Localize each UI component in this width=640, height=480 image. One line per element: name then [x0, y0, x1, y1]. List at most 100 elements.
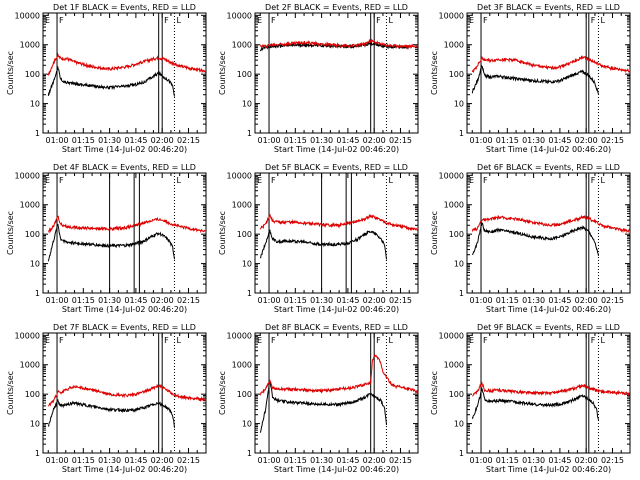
y-tick-label: 1000	[20, 201, 40, 210]
x-axis-label: Start Time (14-Jul-02 00:46:20)	[274, 145, 399, 154]
y-tick-label: 10000	[439, 331, 464, 340]
marker-label-e: E	[469, 336, 474, 345]
x-tick-label: 01:00	[45, 456, 68, 465]
y-tick-label: 1	[459, 129, 464, 138]
x-tick-label: 01:45	[124, 136, 147, 145]
x-tick-label: 01:30	[522, 136, 545, 145]
marker-label-f: F	[483, 176, 488, 185]
x-tick-label: 01:00	[469, 456, 492, 465]
y-axis-label: Counts/sec	[218, 51, 227, 95]
x-tick-label: 02:00	[363, 296, 386, 305]
events-series-line	[259, 229, 387, 260]
y-tick-label: 100	[237, 390, 252, 399]
x-tick-label: 01:30	[522, 456, 545, 465]
panel-title: Det 5F BLACK = Events, RED = LLD	[265, 163, 408, 172]
plot-area	[47, 52, 206, 97]
y-tick-label: 1000	[232, 41, 252, 50]
x-axis-label: Start Time (14-Jul-02 00:46:20)	[62, 305, 187, 314]
marker-label-f: F	[483, 16, 488, 25]
x-tick-label: 01:45	[548, 136, 571, 145]
y-tick-label: 1	[35, 449, 40, 458]
lld-series-line	[471, 55, 630, 74]
y-tick-label: 10000	[227, 331, 252, 340]
x-tick-label: 02:00	[151, 136, 174, 145]
x-tick-label: 01:00	[257, 296, 280, 305]
x-tick-label: 01:30	[98, 456, 121, 465]
marker-label-e: E	[45, 336, 50, 345]
x-tick-label: 01:15	[496, 136, 519, 145]
panel-det3f: Det 3F BLACK = Events, RED = LLD 1 10 100 10…	[430, 3, 631, 154]
events-series-line	[471, 64, 599, 95]
y-tick-label: 100	[25, 70, 40, 79]
y-tick-label: 10	[30, 100, 40, 109]
plot-frame	[254, 332, 419, 454]
y-tick-label: 100	[25, 390, 40, 399]
x-tick-label: 01:15	[284, 296, 307, 305]
marker-label-e: E	[469, 16, 474, 25]
y-tick-label: 1	[247, 449, 252, 458]
plot-frame	[42, 172, 207, 294]
panel-det5f: Det 5F BLACK = Events, RED = LLD 1 10 100 10…	[218, 163, 419, 314]
y-tick-label: 10	[454, 260, 464, 269]
plot-area	[471, 214, 630, 256]
x-tick-label: 01:45	[124, 296, 147, 305]
events-series-line	[259, 380, 387, 433]
x-tick-label: 01:15	[72, 136, 95, 145]
x-tick-label: 02:00	[575, 296, 598, 305]
events-series-line	[471, 387, 599, 421]
y-tick-label: 10	[454, 420, 464, 429]
y-axis-label: Counts/sec	[218, 211, 227, 255]
marker-label-e: E	[257, 16, 262, 25]
y-tick-label: 10000	[227, 11, 252, 20]
y-tick-label: 10	[242, 420, 252, 429]
panel-title: Det 6F BLACK = Events, RED = LLD	[477, 163, 620, 172]
marker-label-f: F	[376, 336, 381, 345]
x-axis-label: Start Time (14-Jul-02 00:46:20)	[62, 145, 187, 154]
panel-det9f: Det 9F BLACK = Events, RED = LLD 1 10 100 10…	[430, 323, 631, 474]
x-tick-label: 02:15	[389, 456, 412, 465]
marker-label-f: F	[164, 336, 169, 345]
marker-label-e: E	[257, 176, 262, 185]
x-tick-label: 01:30	[522, 296, 545, 305]
x-tick-label: 01:00	[45, 136, 68, 145]
y-tick-label: 10000	[439, 11, 464, 20]
y-tick-label: 10	[30, 260, 40, 269]
y-axis-label: Counts/sec	[430, 371, 439, 415]
y-tick-label: 100	[237, 230, 252, 239]
x-axis-label: Start Time (14-Jul-02 00:46:20)	[274, 305, 399, 314]
lld-series-line	[259, 213, 418, 232]
events-series-line	[47, 399, 175, 428]
y-axis-label: Counts/sec	[430, 211, 439, 255]
x-tick-label: 01:15	[496, 296, 519, 305]
x-tick-label: 02:00	[363, 136, 386, 145]
marker-label-e: E	[469, 176, 474, 185]
x-tick-label: 02:15	[177, 296, 200, 305]
y-tick-label: 100	[237, 70, 252, 79]
marker-label-f: F	[591, 16, 596, 25]
panel-title: Det 1F BLACK = Events, RED = LLD	[53, 3, 196, 12]
plot-frame	[466, 172, 631, 294]
marker-label-l: L	[600, 176, 605, 185]
x-tick-label: 01:15	[72, 456, 95, 465]
x-axis-label: Start Time (14-Jul-02 00:46:20)	[486, 145, 611, 154]
marker-label-e: E	[45, 16, 50, 25]
plot-frame	[42, 332, 207, 454]
events-series-line	[47, 223, 175, 262]
marker-label-f: F	[376, 16, 381, 25]
x-tick-label: 01:45	[548, 296, 571, 305]
panel-det7f: Det 7F BLACK = Events, RED = LLD 1 10 100 10…	[6, 323, 207, 474]
marker-label-f: F	[271, 336, 276, 345]
x-tick-label: 01:00	[45, 296, 68, 305]
x-tick-label: 01:45	[336, 296, 359, 305]
panel-title: Det 4F BLACK = Events, RED = LLD	[53, 163, 196, 172]
x-tick-label: 02:15	[601, 456, 624, 465]
marker-label-l: L	[388, 176, 393, 185]
x-tick-label: 02:00	[575, 456, 598, 465]
y-tick-label: 10000	[15, 331, 40, 340]
x-tick-label: 02:15	[601, 296, 624, 305]
y-tick-label: 1000	[232, 201, 252, 210]
x-tick-label: 01:45	[548, 456, 571, 465]
marker-label-f: F	[59, 16, 64, 25]
y-tick-label: 1000	[444, 41, 464, 50]
